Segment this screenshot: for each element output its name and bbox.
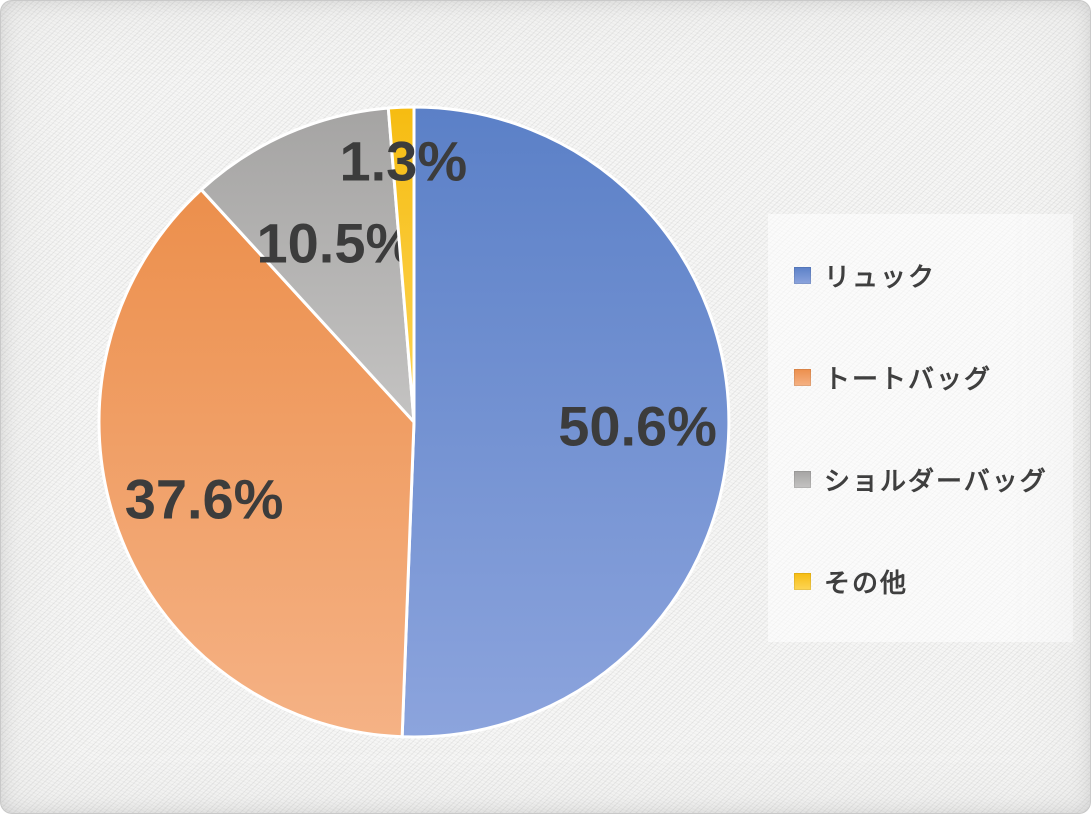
legend: リュック トートバッグ ショルダーバッグ その他 bbox=[768, 214, 1073, 642]
legend-marker-backpack bbox=[794, 266, 811, 284]
slice-data-label-0: 50.6% bbox=[558, 395, 717, 458]
pie-slice-3[interactable] bbox=[386, 105, 416, 424]
slice-data-label-3: 1.3% bbox=[339, 129, 467, 192]
slice-data-label-1: 37.6% bbox=[125, 468, 284, 531]
legend-marker-shoulder-bag bbox=[794, 470, 811, 488]
legend-item-other[interactable]: その他 bbox=[768, 563, 1073, 600]
legend-item-shoulder-bag[interactable]: ショルダーバッグ bbox=[768, 461, 1073, 498]
slice-data-label-2: 10.5% bbox=[257, 212, 416, 275]
legend-marker-other bbox=[794, 572, 811, 590]
legend-item-backpack[interactable]: リュック bbox=[768, 257, 1073, 294]
legend-label-backpack: リュック bbox=[824, 261, 937, 292]
legend-label-tote-bag: トートバッグ bbox=[824, 363, 993, 394]
legend-item-tote-bag[interactable]: トートバッグ bbox=[768, 359, 1073, 396]
pie-slice-2[interactable] bbox=[199, 106, 416, 424]
legend-label-shoulder-bag: ショルダーバッグ bbox=[824, 465, 1048, 496]
legend-marker-tote-bag bbox=[794, 368, 811, 386]
pie-slice-0[interactable] bbox=[400, 105, 731, 739]
pie-slice-1[interactable] bbox=[97, 188, 416, 739]
legend-label-other: その他 bbox=[824, 567, 909, 598]
